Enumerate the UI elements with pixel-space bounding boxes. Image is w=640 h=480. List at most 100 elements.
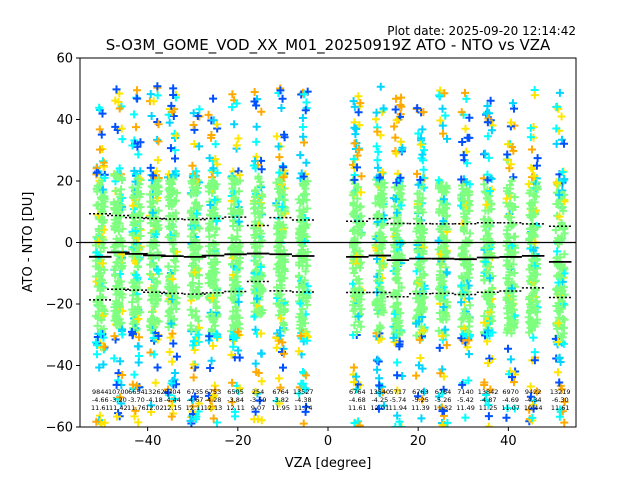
scatter-point	[146, 219, 155, 228]
bin-stat-n: -4.87	[480, 396, 497, 404]
scatter-point	[379, 401, 388, 410]
scatter-point	[298, 123, 307, 132]
scatter-point	[98, 185, 107, 194]
scatter-point	[529, 246, 538, 255]
scatter-point	[228, 90, 237, 99]
scatter-point	[457, 108, 466, 117]
bin-stat-n: -5.74	[389, 396, 406, 404]
scatter-point	[484, 400, 493, 409]
scatter-point	[301, 267, 310, 276]
scatter-point	[412, 371, 421, 380]
scatter-point	[506, 118, 515, 127]
scatter-point	[481, 243, 490, 252]
scatter-point	[391, 195, 400, 204]
scatter-point	[228, 314, 237, 323]
scatter-point	[298, 245, 307, 254]
scatter-point	[485, 274, 494, 283]
scatter-point	[440, 89, 449, 98]
scatter-point	[112, 85, 121, 94]
scatter-point	[272, 201, 281, 210]
scatter-point	[211, 249, 220, 258]
scatter-point	[552, 179, 561, 188]
scatter-point	[527, 145, 536, 154]
scatter-point	[190, 337, 199, 346]
bin-stat-count: 13842	[478, 388, 499, 396]
scatter-point	[272, 283, 281, 292]
scatter-point	[419, 108, 428, 117]
scatter-point	[480, 268, 489, 277]
scatter-point	[229, 221, 238, 230]
scatter-point	[507, 176, 516, 185]
scatter-point	[189, 204, 198, 213]
scatter-point	[150, 302, 159, 311]
scatter-point	[189, 373, 198, 382]
scatter-point	[134, 243, 143, 252]
scatter-point	[441, 204, 450, 213]
scatter-point	[94, 264, 103, 273]
bin-stat-count: 9422	[525, 388, 542, 396]
scatter-point	[558, 297, 567, 306]
scatter-point	[354, 312, 363, 321]
scatter-point	[168, 281, 177, 290]
scatter-point	[417, 228, 426, 237]
scatter-point	[116, 357, 125, 366]
scatter-point	[296, 331, 305, 340]
scatter-point	[167, 401, 176, 410]
scatter-point	[440, 218, 449, 227]
scatter-point	[302, 232, 311, 241]
scatter-point	[228, 103, 237, 112]
scatter-point	[151, 230, 160, 239]
scatter-point	[418, 395, 427, 404]
scatter-point	[205, 232, 214, 241]
scatter-point	[462, 218, 471, 227]
scatter-point	[170, 266, 179, 275]
scatter-point	[434, 176, 443, 185]
scatter-point	[349, 236, 358, 245]
scatter-point	[418, 364, 427, 373]
scatter-point	[464, 327, 473, 336]
scatter-point	[279, 306, 288, 315]
scatter-point	[97, 130, 106, 139]
scatter-point	[277, 296, 286, 305]
scatter-point	[153, 279, 162, 288]
scatter-point	[234, 297, 243, 306]
bin-stat-s: 11.42	[109, 404, 128, 412]
scatter-point	[294, 195, 303, 204]
scatter-point	[509, 146, 518, 155]
scatter-point	[481, 395, 490, 404]
scatter-point	[480, 292, 489, 301]
scatter-point	[352, 206, 361, 215]
scatter-point	[280, 325, 289, 334]
scatter-point	[441, 111, 450, 120]
scatter-point	[413, 104, 422, 113]
scatter-point	[375, 275, 384, 284]
scatter-point	[350, 123, 359, 132]
scatter-point	[461, 413, 470, 422]
scatter-point	[554, 199, 563, 208]
scatter-point	[506, 355, 515, 364]
scatter-point	[251, 266, 260, 275]
scatter-point	[167, 412, 176, 421]
bin-stat-s: 11.39	[411, 404, 430, 412]
scatter-point	[153, 82, 162, 91]
bin-stat-s: 10.44	[524, 404, 543, 412]
scatter-point	[133, 262, 142, 271]
scatter-point	[442, 312, 451, 321]
scatter-point	[354, 222, 363, 231]
bin-stat-n: -4.28	[205, 396, 222, 404]
scatter-point	[172, 131, 181, 140]
scatter-point	[128, 305, 137, 314]
scatter-point	[92, 168, 101, 177]
scatter-point	[154, 176, 163, 185]
scatter-point	[280, 130, 289, 139]
scatter-point	[168, 357, 177, 366]
scatter-point	[275, 399, 284, 408]
scatter-point	[531, 318, 540, 327]
scatter-point	[435, 343, 444, 352]
scatter-point	[194, 264, 203, 273]
scatter-point	[396, 423, 405, 427]
scatter-point	[435, 273, 444, 282]
scatter-point	[210, 255, 219, 264]
scatter-point	[192, 189, 201, 198]
scatter-point	[488, 283, 497, 292]
